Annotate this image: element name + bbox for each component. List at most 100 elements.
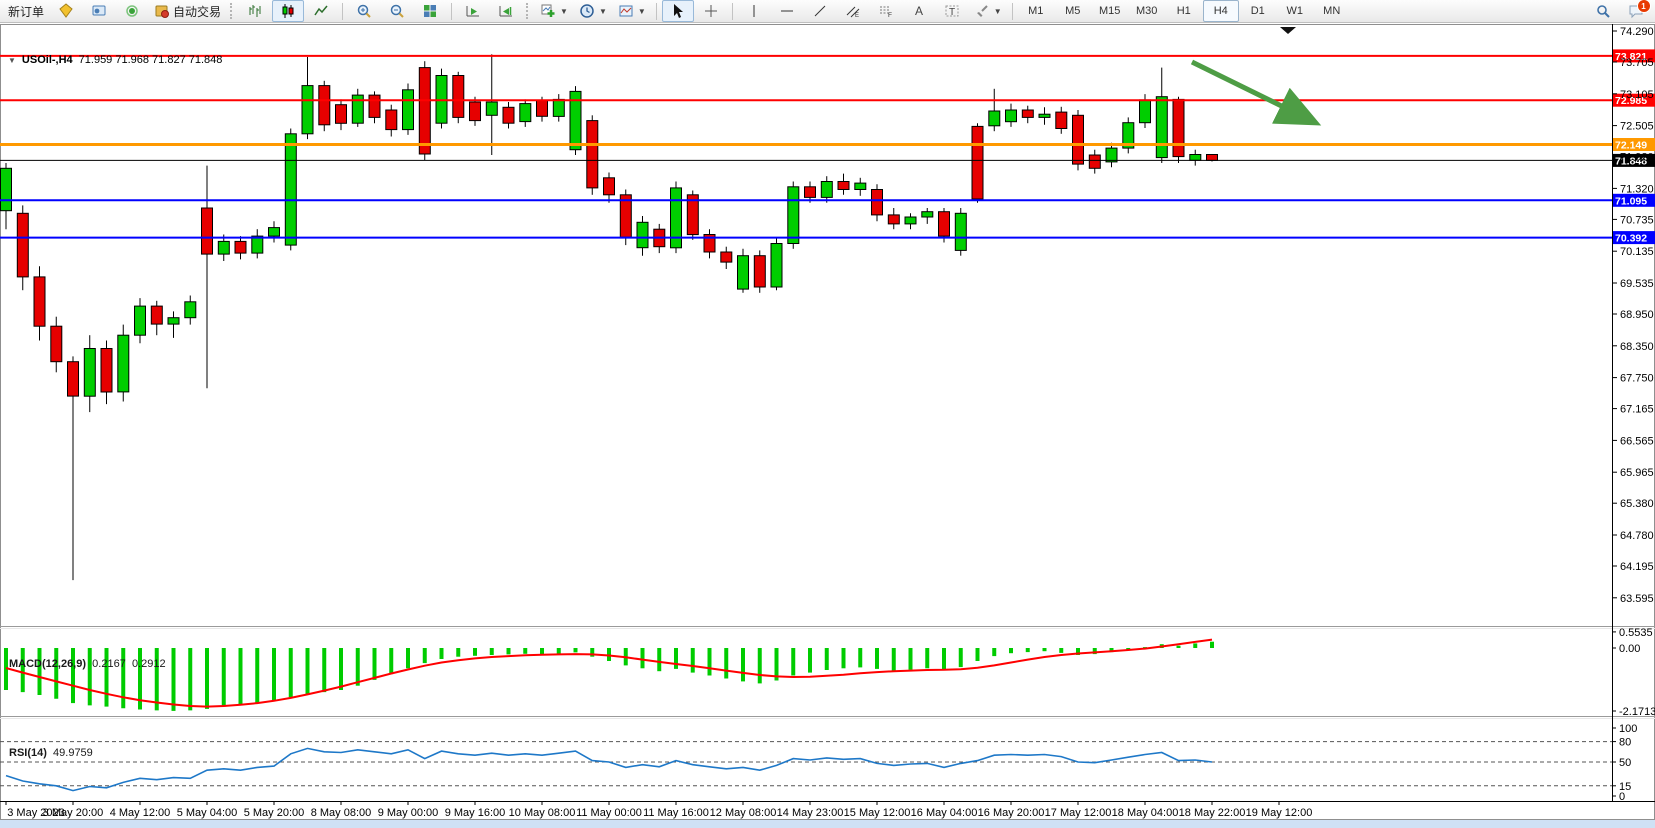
candle-body (804, 186, 816, 198)
data-window-icon[interactable] (83, 0, 115, 22)
candle-body (737, 255, 749, 290)
trend-arrow-annotation[interactable] (1190, 59, 1322, 126)
candle-body (117, 334, 130, 393)
price-tick-label: 68.350 (1620, 341, 1654, 353)
collapse-panel-icon[interactable]: ▼ (8, 55, 16, 65)
arrows-tool[interactable]: ▼ (969, 0, 1007, 22)
candle-body (1005, 109, 1017, 123)
candle-body (167, 317, 180, 325)
price-tick-label: 74.290 (1620, 26, 1654, 38)
candle-body (368, 94, 381, 118)
vertical-line-tool[interactable] (738, 0, 770, 22)
timeframe-button-h1[interactable]: H1 (1176, 5, 1191, 17)
auto-scroll-button[interactable] (457, 0, 489, 22)
candle-body (887, 214, 900, 225)
candle-body (418, 67, 431, 155)
candle-body (636, 221, 649, 249)
chevron-down-icon: ▼ (560, 6, 568, 16)
time-tick-label: 4 May 12:00 (110, 807, 171, 819)
timeframe-button-m30[interactable]: M30 (1136, 5, 1158, 17)
line-chart-button[interactable] (305, 0, 337, 22)
candle-body (301, 85, 314, 135)
timeframe-button-h4[interactable]: H4 (1202, 0, 1239, 22)
timeframe-button-d1[interactable]: D1 (1250, 5, 1265, 17)
text-tool[interactable]: A (903, 0, 935, 22)
price-level-badge-text: 71.848 (1615, 155, 1647, 167)
cursor-button[interactable] (661, 0, 694, 22)
price-tick-label: 63.595 (1620, 593, 1654, 605)
candle-body (1055, 111, 1068, 129)
tile-windows-button[interactable] (414, 0, 446, 22)
fibonacci-tool[interactable]: F (870, 0, 902, 22)
time-tick-label: 10 May 08:00 (509, 807, 576, 819)
candle-body (787, 186, 800, 245)
timeframe-button-m15[interactable]: M15 (1099, 5, 1121, 17)
candle-body (954, 212, 967, 251)
autotrading-icon (155, 5, 170, 18)
candle-body (1155, 96, 1168, 159)
candle-body (820, 181, 833, 198)
signals-icon[interactable] (116, 0, 148, 22)
search-icon (1597, 5, 1610, 18)
equidistant-channel-tool[interactable]: E (837, 0, 869, 22)
timeframe-button-mn[interactable]: MN (1323, 5, 1341, 17)
price-level-badge (1612, 193, 1655, 207)
price-tick-label: 67.165 (1620, 404, 1654, 416)
svg-text:T: T (949, 7, 955, 18)
chart-shift-marker[interactable] (1280, 27, 1296, 34)
new-chart-button[interactable]: ▼ (535, 0, 573, 22)
templates-button[interactable]: ▼ (613, 0, 651, 22)
chevron-down-icon: ▼ (637, 6, 646, 16)
text-label-tool[interactable]: T (936, 0, 968, 22)
data-window-glyph (92, 5, 106, 16)
price-tick-label: 70.735 (1620, 214, 1654, 226)
time-tick-label: 9 May 00:00 (378, 807, 439, 819)
candle-body (385, 109, 398, 131)
chart-shift-button[interactable] (490, 0, 522, 22)
zoom-in-button[interactable] (348, 0, 380, 22)
autotrading-label: 自动交易 (173, 4, 222, 19)
timeframe-group: M1 M5 M15 M30 H1 H4 D1 W1 MN (1018, 0, 1350, 22)
trendline-tool[interactable] (804, 0, 836, 22)
timeframe-button-w1[interactable]: W1 (1286, 5, 1303, 17)
cursor-arrow-icon (673, 4, 683, 18)
horizontal-line-icon (780, 10, 793, 12)
vertical-line-icon (753, 5, 755, 17)
candle-body (284, 133, 297, 246)
autotrading-button[interactable]: 自动交易 (149, 0, 226, 22)
candle-body (150, 305, 163, 325)
candle-body (1072, 114, 1084, 165)
new-order-button[interactable]: 新订单 (3, 0, 49, 22)
rsi-line (5, 747, 1213, 792)
chat-button[interactable]: 1 (1620, 0, 1652, 22)
candle-body (1105, 147, 1118, 163)
timeframe-button-m1[interactable]: M1 (1028, 5, 1044, 17)
market-watch-icon[interactable] (50, 0, 82, 22)
periods-button[interactable]: ▼ (574, 0, 612, 22)
price-tick-label: 73.705 (1620, 57, 1654, 69)
candle-body (485, 101, 498, 116)
search-button[interactable] (1587, 0, 1619, 22)
chart-frame (0, 24, 1655, 820)
timeframe-button-m5[interactable]: M5 (1065, 5, 1081, 17)
time-tick-label: 16 May 20:00 (978, 807, 1045, 819)
candle-body (921, 211, 934, 218)
candle-body (586, 120, 599, 189)
horizontal-line-tool[interactable] (771, 0, 803, 22)
time-tick-label: 11 May 16:00 (643, 807, 709, 819)
bar-chart-button[interactable] (239, 0, 271, 22)
price-tick-label: 69.535 (1620, 278, 1654, 290)
crosshair-button[interactable] (695, 0, 727, 22)
candle-body (33, 276, 46, 327)
zoom-out-button[interactable] (381, 0, 413, 22)
chevron-down-icon: ▼ (598, 6, 607, 16)
candle-body (552, 98, 565, 117)
price-level-badge (1612, 138, 1655, 151)
candle-body (217, 240, 230, 255)
chev­ron-down-icon: ▼ (993, 6, 1002, 16)
candlestick-chart-button[interactable] (272, 0, 305, 22)
chart-ohlc-values: 71.959 71.968 71.827 71.848 (78, 54, 223, 66)
time-tick-label: 9 May 16:00 (445, 807, 506, 819)
time-tick-label: 14 May 23:00 (777, 807, 844, 819)
